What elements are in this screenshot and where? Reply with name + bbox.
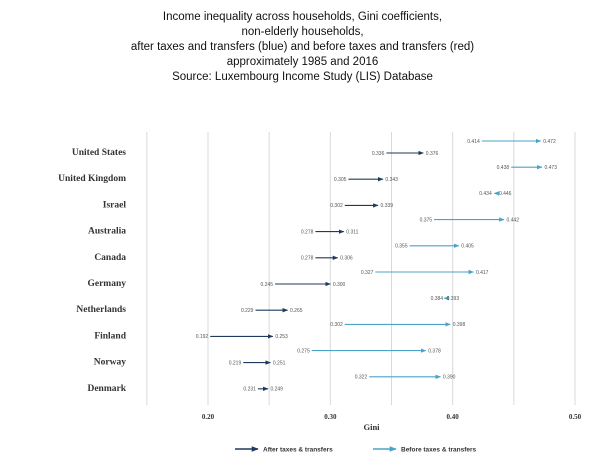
title-line-5: Source: Luxembourg Income Study (LIS) Da… (172, 71, 433, 83)
before-start-label: 0.446 (499, 191, 512, 197)
after-start-label: 0.278 (301, 256, 314, 262)
country-row: United Kingdom 0.438 0.473 0.305 0.343 (58, 164, 557, 184)
country-label: Norway (94, 358, 126, 368)
after-end-label: 0.253 (275, 334, 288, 340)
before-end-label: 0.417 (476, 270, 489, 276)
after-end-label: 0.265 (290, 308, 303, 314)
legend: After taxes & transfers Before taxes & tr… (235, 446, 477, 453)
country-label: United Kingdom (58, 174, 126, 184)
title-line-4: approximately 1985 and 2016 (226, 56, 379, 68)
after-end-label: 0.249 (270, 387, 283, 393)
after-start-label: 0.231 (243, 387, 256, 393)
before-start-label: 0.355 (395, 244, 408, 250)
x-tick-label: 0.30 (324, 413, 337, 421)
country-label: Finland (94, 331, 126, 341)
before-end-label: 0.472 (543, 139, 556, 145)
before-end-label: 0.473 (544, 165, 557, 171)
legend-before-label: Before taxes & transfers (401, 446, 477, 453)
after-start-label: 0.245 (261, 282, 274, 288)
before-start-label: 0.302 (330, 322, 343, 328)
legend-before: Before taxes & transfers (373, 446, 477, 453)
x-tick-label: 0.20 (202, 413, 215, 421)
country-row: Israel 0.446 0.434 0.302 0.339 (103, 191, 512, 210)
before-end-label: 0.442 (507, 217, 520, 223)
after-end-label: 0.311 (346, 229, 358, 235)
after-start-label: 0.278 (301, 229, 314, 235)
before-end-label: 0.390 (443, 375, 456, 381)
country-row: Canada 0.355 0.405 0.278 0.306 (94, 243, 474, 263)
country-label: United States (72, 148, 126, 158)
after-end-label: 0.300 (333, 282, 346, 288)
title-line-2: non-elderly households, (241, 26, 364, 38)
before-end-label: 0.398 (453, 322, 466, 328)
after-start-label: 0.219 (229, 360, 242, 366)
country-label: Australia (88, 227, 126, 237)
title-line-3: after taxes and transfers (blue) and bef… (130, 41, 475, 53)
country-label: Netherlands (76, 305, 126, 315)
after-end-label: 0.376 (426, 151, 439, 157)
x-axis-label: Gini (363, 422, 380, 432)
country-label: Germany (87, 279, 126, 289)
country-label: Denmark (87, 384, 126, 394)
before-start-label: 0.327 (361, 270, 374, 276)
before-end-label: 0.378 (428, 348, 441, 354)
before-start-label: 0.322 (355, 375, 368, 381)
before-end-label: 0.405 (461, 244, 474, 250)
x-axis: 0.20 0.30 0.40 0.50 Gini (202, 413, 582, 432)
country-row: Denmark 0.322 0.390 0.231 0.249 (87, 374, 456, 394)
chart-title: Income inequality across households, Gin… (0, 10, 605, 85)
before-end-label: 0.434 (479, 191, 492, 197)
country-row: Germany 0.327 0.417 0.245 0.300 (87, 270, 488, 289)
country-label: Canada (94, 253, 126, 263)
after-start-label: 0.302 (330, 203, 343, 209)
title-line-1: Income inequality across households, Gin… (162, 11, 443, 23)
country-row: Netherlands 0.384 0.393 0.229 0.265 (76, 296, 459, 315)
x-tick-label: 0.40 (447, 413, 460, 421)
before-start-label: 0.375 (420, 217, 433, 223)
after-start-label: 0.229 (241, 308, 254, 314)
country-row: United States 0.414 0.472 0.336 0.376 (72, 138, 556, 158)
after-start-label: 0.192 (196, 334, 209, 340)
before-end-label: 0.393 (447, 296, 460, 302)
country-row: Norway 0.275 0.378 0.219 0.251 (94, 348, 441, 367)
after-end-label: 0.251 (273, 360, 286, 366)
before-start-label: 0.384 (431, 296, 444, 302)
legend-after: After taxes & transfers (235, 446, 333, 453)
grid-lines (146, 132, 576, 405)
before-start-label: 0.438 (497, 165, 510, 171)
country-label: Israel (103, 200, 127, 210)
after-end-label: 0.306 (340, 256, 353, 262)
before-start-label: 0.275 (297, 348, 310, 354)
after-end-label: 0.343 (385, 177, 398, 183)
legend-after-label: After taxes & transfers (263, 446, 333, 453)
after-start-label: 0.336 (372, 151, 385, 157)
before-start-label: 0.414 (467, 139, 480, 145)
x-tick-label: 0.50 (569, 413, 582, 421)
after-start-label: 0.305 (334, 177, 347, 183)
country-row: Finland 0.302 0.398 0.192 0.253 (94, 322, 465, 341)
country-row: Australia 0.375 0.442 0.278 0.311 (88, 217, 519, 236)
after-end-label: 0.339 (381, 203, 394, 209)
